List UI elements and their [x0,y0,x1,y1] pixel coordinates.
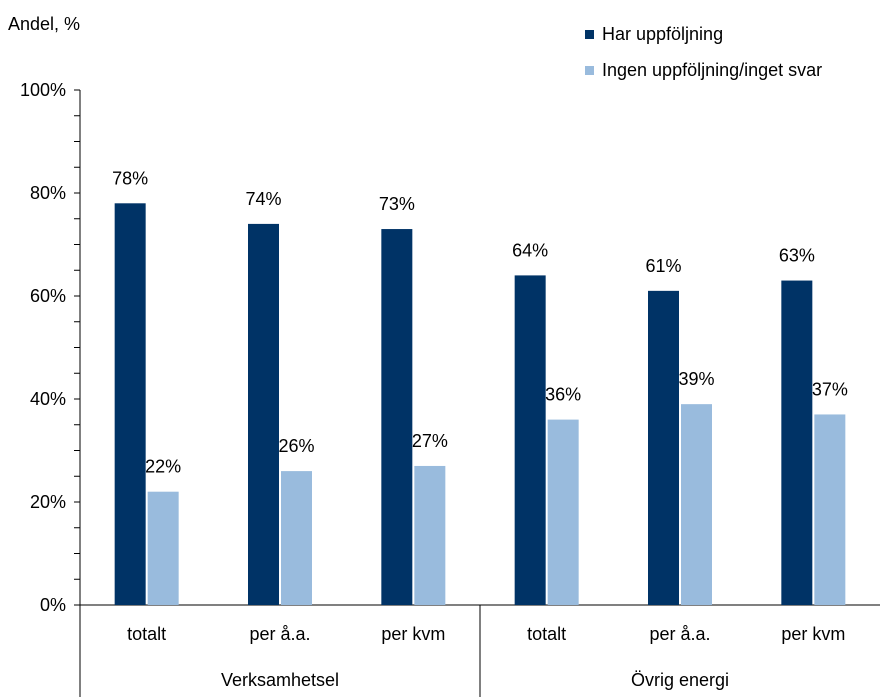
x-category-label: per å.a. [649,624,710,644]
bar-series-1 [648,290,679,605]
data-label-series-1: 61% [645,256,681,276]
y-tick-label: 40% [30,389,66,409]
legend-label-series-1: Har uppföljning [602,23,724,44]
data-label-series-1: 64% [512,240,548,260]
legend-item-series-2: Ingen uppföljning/inget svar [585,52,822,88]
legend-swatch-series-1 [585,29,594,39]
y-axis-label: Andel, % [8,14,81,34]
y-tick-label: 60% [30,286,66,306]
bar-series-1 [248,223,279,605]
bar-series-2 [814,414,846,605]
legend: Har uppföljning Ingen uppföljning/inget … [585,16,822,88]
bar-series-1 [514,275,546,605]
x-category-label: totalt [127,624,166,644]
bar-series-2 [414,465,446,605]
data-label-series-2: 27% [412,431,448,451]
data-label-series-1: 78% [112,168,148,188]
y-tick-label: 0% [40,595,66,615]
data-label-series-1: 73% [379,194,415,214]
data-label-series-2: 36% [545,385,581,405]
x-category-label: per kvm [381,624,445,644]
bar-series-1 [114,203,146,606]
x-category-label: totalt [527,624,566,644]
data-label-series-2: 37% [812,379,848,399]
bar-series-2 [547,419,579,605]
data-label-series-1: 74% [245,189,281,209]
bar-series-1 [781,280,813,605]
legend-item-series-1: Har uppföljning [585,16,822,52]
y-tick-label: 100% [20,80,66,100]
data-label-series-2: 39% [678,369,714,389]
x-group-label: Övrig energi [631,670,729,690]
data-label-series-2: 26% [278,436,314,456]
bar-series-2 [281,471,312,605]
bar-series-1 [381,229,413,606]
bar-series-2 [147,491,179,605]
legend-label-series-2: Ingen uppföljning/inget svar [602,59,823,80]
y-tick-label: 20% [30,492,66,512]
bar-series-2 [681,404,712,605]
x-group-label: Verksamhetsel [221,670,339,690]
data-label-series-2: 22% [145,457,181,477]
x-category-label: per å.a. [249,624,310,644]
x-category-label: per kvm [781,624,845,644]
data-label-series-1: 63% [779,246,815,266]
y-tick-label: 80% [30,183,66,203]
legend-swatch-series-2 [585,65,594,75]
